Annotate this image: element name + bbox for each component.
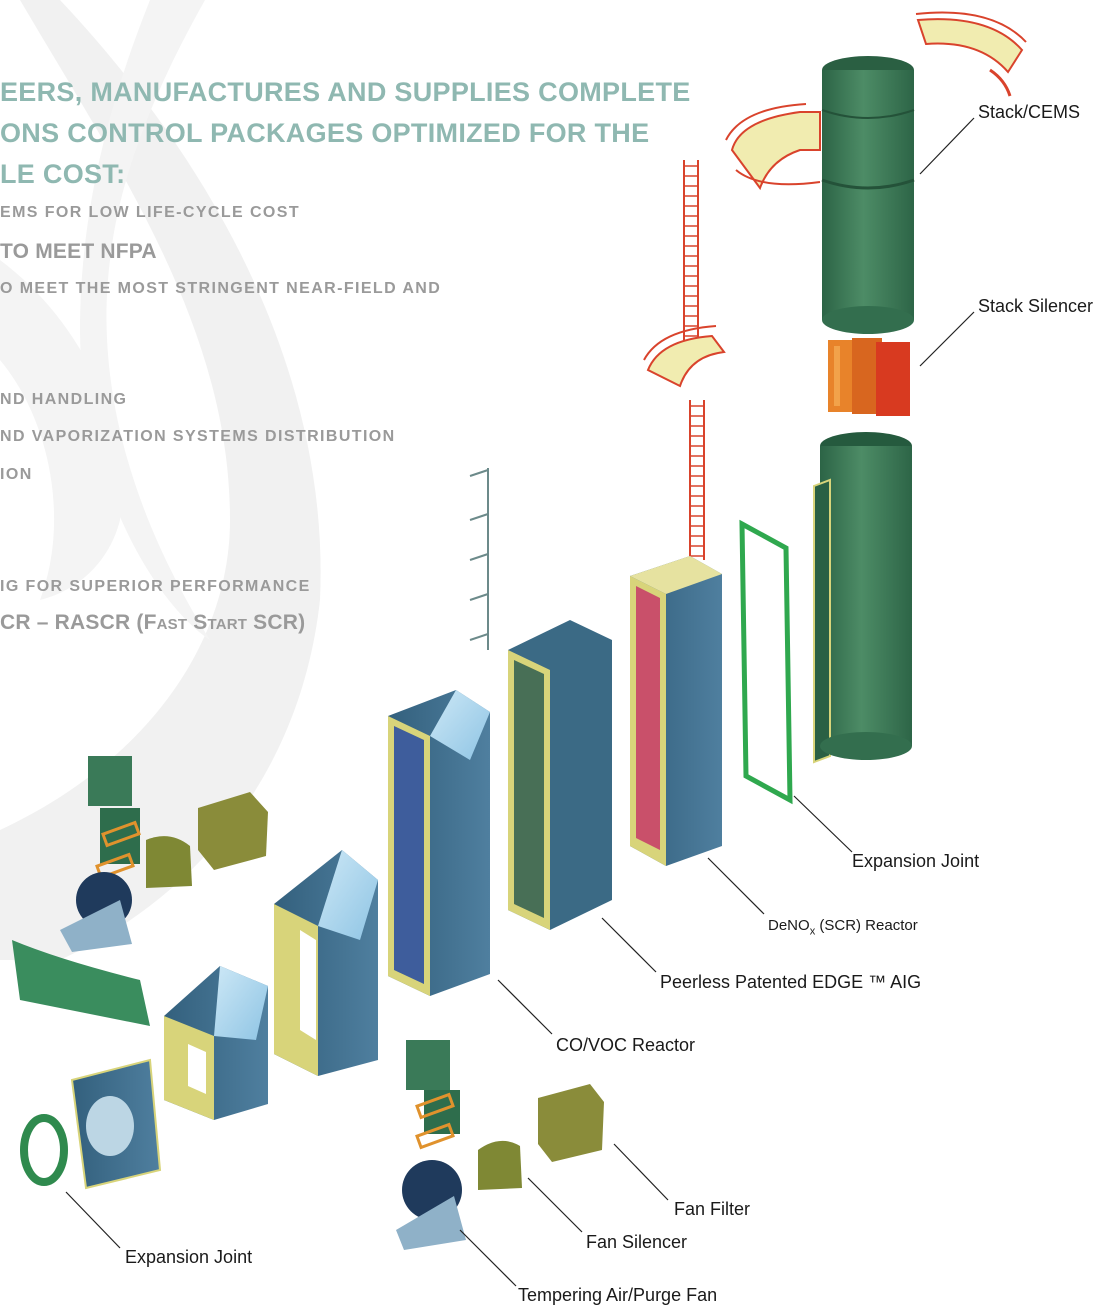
stack-mid-platform bbox=[725, 103, 821, 191]
heading-line-3: LE COST: bbox=[0, 159, 126, 189]
inlet-box bbox=[70, 1058, 162, 1190]
ladder-rungs bbox=[684, 165, 704, 557]
bottom-fan-skid bbox=[396, 1040, 604, 1250]
bullet-item: EMS FOR LOW LIFE-CYCLE COST bbox=[0, 204, 301, 221]
denox-subscript: x bbox=[809, 925, 816, 938]
aig-distribution-headers bbox=[469, 468, 489, 650]
label-expansion-joint-top: Expansion Joint bbox=[852, 851, 980, 871]
bullet-item: TO MEET NFPA bbox=[0, 240, 157, 263]
label-fan-filter: Fan Filter bbox=[674, 1199, 751, 1219]
bullet-item: ND HANDLING bbox=[0, 391, 128, 408]
bullet-item: O MEET THE MOST STRINGENT NEAR-FIELD AND bbox=[0, 280, 442, 297]
leader-stack-cems bbox=[919, 117, 975, 175]
leader-expansion-joint-top bbox=[793, 795, 853, 853]
label-expansion-joint-bottom: Expansion Joint bbox=[125, 1247, 253, 1267]
lower-stack-shell bbox=[813, 432, 912, 764]
leader-edge-aig bbox=[601, 917, 657, 973]
fan-silencer-body bbox=[478, 1140, 522, 1190]
label-edge-aig: Peerless Patented EDGE ™ AIG bbox=[660, 972, 922, 992]
label-fan-silencer: Fan Silencer bbox=[586, 1232, 688, 1252]
transition-duct-front bbox=[164, 966, 268, 1120]
stack-silencer bbox=[828, 338, 910, 416]
scr-reactor bbox=[630, 556, 722, 866]
label-co-voc-reactor: CO/VOC Reactor bbox=[556, 1035, 696, 1055]
transition-duct-middle bbox=[274, 850, 378, 1076]
expansion-joint-frame bbox=[739, 519, 793, 805]
denox-suffix: (SCR) Reactor bbox=[815, 917, 918, 934]
bullet-item: ND VAPORIZATION SYSTEMS DISTRIBUTION bbox=[0, 428, 396, 445]
bullet-item: IG FOR SUPERIOR PERFORMANCE bbox=[0, 578, 311, 595]
bullet-item: CR – RASCR (Fast Start SCR) bbox=[0, 611, 306, 634]
fan-filter-body bbox=[538, 1084, 604, 1162]
heading-line-2: ONS CONTROL PACKAGES OPTIMIZED FOR THE bbox=[0, 118, 650, 148]
expansion-joint-ring bbox=[20, 1114, 68, 1186]
leader-stack-silencer bbox=[919, 311, 975, 367]
leader-lines bbox=[65, 117, 975, 1287]
intro-heading: EERS, MANUFACTURES AND SUPPLIES COMPLETE… bbox=[0, 72, 691, 195]
leader-tempering-fan bbox=[459, 1229, 517, 1287]
leader-expansion-joint-bottom bbox=[65, 1191, 121, 1249]
stack-top-platform bbox=[915, 11, 1027, 97]
stack-lower-platform bbox=[643, 325, 726, 388]
leader-fan-filter bbox=[613, 1143, 669, 1201]
leader-fan-silencer bbox=[527, 1177, 583, 1233]
leader-denox bbox=[707, 857, 765, 915]
label-denox-reactor: DeNOx (SCR) Reactor bbox=[768, 914, 918, 938]
label-tempering-fan: Tempering Air/Purge Fan bbox=[518, 1285, 718, 1305]
aig-grid-panel bbox=[508, 620, 612, 930]
left-duct-elbow bbox=[12, 940, 150, 1026]
label-stack-silencer: Stack Silencer bbox=[978, 296, 1094, 316]
left-fan-skid bbox=[60, 756, 268, 952]
leader-co-voc bbox=[497, 979, 553, 1035]
heading-line-1: EERS, MANUFACTURES AND SUPPLIES COMPLETE bbox=[0, 77, 691, 107]
denox-prefix: DeNO bbox=[768, 917, 810, 934]
stack-cems bbox=[821, 56, 915, 334]
co-voc-reactor bbox=[388, 690, 490, 996]
bullet-item: ION bbox=[0, 466, 33, 483]
label-stack-cems: Stack/CEMS bbox=[978, 102, 1081, 122]
